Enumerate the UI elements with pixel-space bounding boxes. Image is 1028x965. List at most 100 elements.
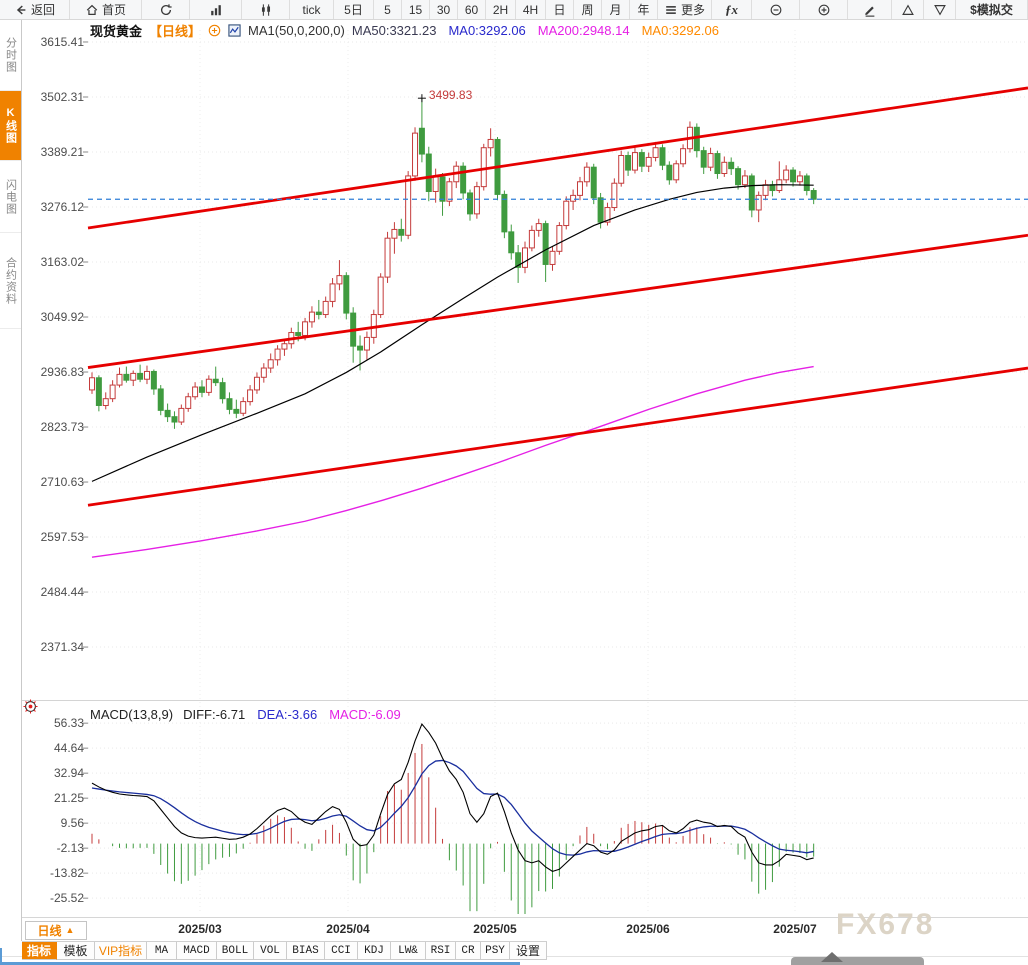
tab-kdj[interactable]: KDJ [358, 942, 391, 960]
indicator-marker-icon[interactable] [23, 699, 38, 714]
ma-settings: MA1(50,0,200,0) [248, 22, 345, 38]
zoom-in-icon [817, 3, 831, 17]
tab-rsi[interactable]: RSI [426, 942, 456, 960]
sidebar-item-contract-info[interactable]: 合约资料 [0, 233, 21, 329]
column-chart-icon [209, 3, 223, 17]
toolbar-tick-button[interactable]: tick [290, 0, 334, 19]
toolbar-back-button[interactable]: 返回 [0, 0, 70, 19]
toolbar-period-4h-label: 4H [522, 2, 539, 17]
toolbar-period-5m-button[interactable]: 5 [374, 0, 402, 19]
toolbar-period-60m-button[interactable]: 60 [458, 0, 486, 19]
sidebar-item-time-share-chart[interactable]: 分时图 [0, 19, 21, 91]
bottom-panel-handle[interactable] [791, 952, 924, 965]
toolbar-more-label: 更多 [680, 3, 705, 17]
tab-bias[interactable]: BIAS [287, 942, 325, 960]
toolbar-period-5d-button[interactable]: 5日 [334, 0, 374, 19]
toolbar-period-year-label: 年 [637, 3, 650, 17]
toolbar-period-month-label: 月 [609, 3, 622, 17]
macd-header: MACD(13,8,9) DIFF:-6.71 DEA:-3.66 MACD:-6.… [90, 707, 401, 722]
tab-boll[interactable]: BOLL [217, 942, 254, 960]
zoom-out-icon [769, 3, 783, 17]
left-sidebar: 分时图 K线图 闪电图 合约资料 [0, 19, 22, 941]
sidebar-item-kline-chart[interactable]: K线图 [0, 91, 21, 161]
toolbar-chart-type-candle-button[interactable] [242, 0, 290, 19]
toolbar-home-button[interactable]: 首页 [70, 0, 142, 19]
macd-value-1: DEA:-3.66 [257, 707, 318, 722]
toolbar-tick-label: tick [302, 2, 321, 17]
toolbar-more-button[interactable]: 更多 [658, 0, 712, 19]
back-icon [14, 3, 28, 17]
menu-icon [664, 3, 678, 17]
tab-settings[interactable]: 设置 [510, 942, 547, 960]
chevron-up-icon: ▲ [65, 925, 75, 935]
period-selector[interactable]: 日线 ▲ [25, 921, 87, 940]
triangle-down-icon [933, 3, 947, 17]
toolbar-period-60m-label: 60 [464, 2, 479, 17]
toolbar-draw-button[interactable] [848, 0, 892, 19]
x-axis-strip [22, 917, 1028, 942]
tab-vip-indicators[interactable]: VIP指标 [95, 942, 147, 960]
tab-indicators[interactable]: 指标 [22, 942, 57, 960]
indicator-tabbar: 指标 模板 VIP指标 MA MACD BOLL VOL BIAS CCI KDJ LW& RSI CR… [22, 941, 547, 960]
macd-value-2: MACD:-6.09 [329, 707, 401, 722]
toolbar-zoom-out-button[interactable] [752, 0, 800, 19]
tab-lwr[interactable]: LW& [391, 942, 426, 960]
toolbar-period-2h-button[interactable]: 2H [486, 0, 516, 19]
ma-value-2: MA200:2948.14 [537, 22, 630, 38]
toolbar-fx-label: ƒx [725, 1, 738, 17]
macd-value-0: DIFF:-6.71 [183, 707, 246, 722]
add-indicator-icon[interactable] [208, 24, 221, 37]
home-icon [85, 3, 99, 17]
toolbar-period-5m-label: 5 [384, 2, 391, 17]
tab-ma[interactable]: MA [147, 942, 177, 960]
toolbar-period-day-label: 日 [553, 3, 566, 17]
sidebar-item-flash-chart[interactable]: 闪电图 [0, 161, 21, 233]
tab-templates[interactable]: 模板 [57, 942, 95, 960]
toolbar-period-week-button[interactable]: 周 [574, 0, 602, 19]
toolbar-triangle-down-button[interactable] [924, 0, 956, 19]
pencil-icon [863, 3, 877, 17]
tab-vol[interactable]: VOL [254, 942, 287, 960]
toolbar-period-15m-label: 15 [408, 2, 423, 17]
top-toolbar: 返回 首页 tick 5日 5 15 30 60 2H 4H 日 周 月 年 更多 ƒx $模拟交 [0, 0, 1028, 20]
toolbar-period-day-button[interactable]: 日 [546, 0, 574, 19]
candlestick-icon [259, 3, 273, 17]
refresh-icon [159, 3, 173, 17]
line-chart-icon [228, 23, 241, 37]
toolbar-period-month-button[interactable]: 月 [602, 0, 630, 19]
triangle-up-icon [901, 3, 915, 17]
toolbar-zoom-in-button[interactable] [800, 0, 848, 19]
symbol-period-tag: 【日线】 [149, 23, 202, 39]
window-edge-left [0, 948, 2, 965]
toolbar-chart-type-bar-button[interactable] [190, 0, 242, 19]
toolbar-refresh-button[interactable] [142, 0, 190, 19]
toolbar-period-30m-button[interactable]: 30 [430, 0, 458, 19]
ma-value-1: MA0:3292.06 [448, 22, 526, 38]
window-edge-bottom [0, 962, 520, 965]
toolbar-period-15m-button[interactable]: 15 [402, 0, 430, 19]
toolbar-period-4h-button[interactable]: 4H [516, 0, 546, 19]
tab-cr[interactable]: CR [456, 942, 481, 960]
toolbar-period-5d-label: 5日 [344, 3, 363, 17]
tab-cci[interactable]: CCI [325, 942, 358, 960]
symbol-name: 现货黄金 [90, 23, 143, 39]
toolbar-sim-trade-button[interactable]: $模拟交 [956, 0, 1028, 19]
toolbar-triangle-up-button[interactable] [892, 0, 924, 19]
toolbar-fx-button[interactable]: ƒx [712, 0, 752, 19]
toolbar-sim-trade-label: $模拟交 [970, 3, 1013, 17]
toolbar-period-2h-label: 2H [492, 2, 509, 17]
tab-psy[interactable]: PSY [481, 942, 510, 960]
ma-value-3: MA0:3292.06 [641, 22, 719, 38]
toolbar-home-label: 首页 [101, 3, 126, 17]
toolbar-period-30m-label: 30 [436, 2, 451, 17]
ma-values: MA50:3321.23 MA0:3292.06 MA200:2948.14 MA0:… [352, 23, 719, 38]
expand-up-icon [821, 952, 843, 962]
toolbar-period-week-label: 周 [581, 3, 594, 17]
svg-text:3499.83: 3499.83 [429, 88, 473, 102]
period-selector-label: 日线 [37, 924, 62, 938]
macd-title: MACD(13,8,9) [90, 707, 174, 722]
ma-value-0: MA50:3321.23 [351, 22, 437, 38]
tab-macd[interactable]: MACD [177, 942, 217, 960]
toolbar-period-year-button[interactable]: 年 [630, 0, 658, 19]
